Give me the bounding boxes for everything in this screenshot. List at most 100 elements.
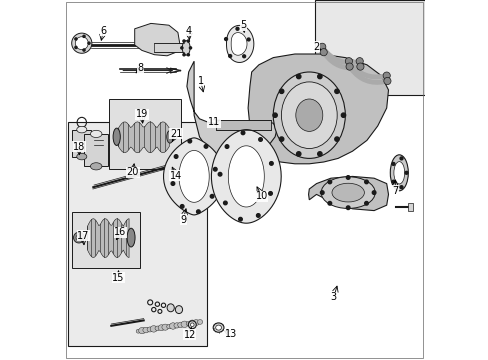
Ellipse shape	[215, 325, 221, 330]
Bar	[314, 0, 424, 95]
Circle shape	[320, 49, 326, 56]
Circle shape	[72, 33, 92, 53]
Circle shape	[75, 46, 77, 49]
Circle shape	[247, 38, 249, 41]
Ellipse shape	[147, 327, 152, 332]
Text: 7: 7	[391, 186, 397, 196]
Circle shape	[223, 201, 227, 205]
Polygon shape	[231, 33, 246, 55]
Bar	[109, 99, 181, 169]
Ellipse shape	[174, 323, 180, 328]
Circle shape	[196, 210, 200, 213]
Polygon shape	[134, 23, 179, 56]
Text: 3: 3	[330, 292, 336, 302]
Circle shape	[296, 75, 300, 79]
Ellipse shape	[169, 323, 176, 329]
Circle shape	[327, 202, 331, 205]
Ellipse shape	[155, 326, 160, 330]
Text: 11: 11	[207, 117, 220, 127]
Text: 4: 4	[185, 26, 191, 36]
Ellipse shape	[331, 183, 364, 202]
Text: 14: 14	[170, 171, 182, 181]
Ellipse shape	[273, 72, 345, 158]
Ellipse shape	[95, 138, 102, 146]
Circle shape	[187, 54, 189, 56]
Text: 16: 16	[114, 227, 126, 237]
Bar	[68, 122, 206, 346]
Ellipse shape	[186, 321, 190, 326]
Ellipse shape	[150, 326, 157, 332]
Ellipse shape	[213, 323, 224, 332]
Text: 13: 13	[224, 329, 237, 339]
Circle shape	[399, 157, 402, 160]
Circle shape	[327, 180, 331, 184]
Circle shape	[258, 138, 262, 141]
Ellipse shape	[193, 320, 199, 325]
Ellipse shape	[295, 99, 322, 131]
Circle shape	[269, 162, 273, 165]
Ellipse shape	[175, 306, 182, 314]
Polygon shape	[247, 54, 387, 164]
Circle shape	[83, 49, 85, 51]
Text: 19: 19	[136, 109, 148, 120]
Circle shape	[204, 145, 207, 148]
Polygon shape	[186, 61, 276, 158]
Polygon shape	[226, 26, 253, 62]
Circle shape	[187, 40, 189, 42]
Text: 18: 18	[73, 142, 85, 152]
Ellipse shape	[190, 323, 194, 327]
Circle shape	[364, 202, 367, 205]
Ellipse shape	[166, 324, 171, 329]
Ellipse shape	[389, 155, 407, 191]
Circle shape	[341, 113, 345, 117]
Text: 1: 1	[197, 76, 203, 86]
Ellipse shape	[77, 153, 87, 160]
Circle shape	[187, 139, 191, 143]
Text: 15: 15	[112, 273, 124, 283]
Circle shape	[383, 77, 390, 85]
Ellipse shape	[90, 130, 102, 138]
Circle shape	[404, 171, 407, 174]
Circle shape	[364, 180, 367, 184]
Ellipse shape	[77, 126, 87, 133]
Ellipse shape	[127, 228, 135, 247]
Circle shape	[236, 27, 239, 30]
Circle shape	[272, 113, 277, 117]
Ellipse shape	[188, 321, 196, 329]
Circle shape	[171, 182, 174, 185]
Bar	[153, 43, 184, 52]
Circle shape	[75, 37, 88, 50]
Circle shape	[356, 63, 363, 70]
Circle shape	[183, 40, 185, 42]
Circle shape	[317, 152, 322, 156]
Ellipse shape	[321, 177, 374, 208]
Circle shape	[399, 186, 402, 189]
Text: 8: 8	[137, 63, 143, 73]
Circle shape	[382, 72, 389, 79]
Circle shape	[181, 47, 183, 49]
Circle shape	[75, 38, 77, 40]
Circle shape	[83, 35, 85, 37]
Circle shape	[174, 155, 178, 158]
Ellipse shape	[197, 320, 202, 324]
Circle shape	[242, 55, 245, 58]
Ellipse shape	[136, 329, 140, 333]
Circle shape	[224, 37, 227, 40]
Ellipse shape	[167, 304, 174, 312]
Text: 10: 10	[255, 191, 267, 201]
Bar	[407, 203, 412, 211]
Circle shape	[346, 206, 349, 210]
Circle shape	[318, 43, 325, 50]
Text: 17: 17	[77, 231, 89, 241]
Polygon shape	[228, 146, 264, 207]
Text: 12: 12	[183, 330, 196, 340]
Circle shape	[391, 162, 394, 165]
Bar	[72, 130, 91, 157]
Text: 6: 6	[100, 26, 106, 36]
Circle shape	[225, 145, 228, 148]
Ellipse shape	[142, 327, 149, 333]
Circle shape	[346, 63, 352, 70]
Circle shape	[189, 47, 191, 49]
Ellipse shape	[139, 328, 145, 334]
Text: 21: 21	[169, 129, 182, 139]
